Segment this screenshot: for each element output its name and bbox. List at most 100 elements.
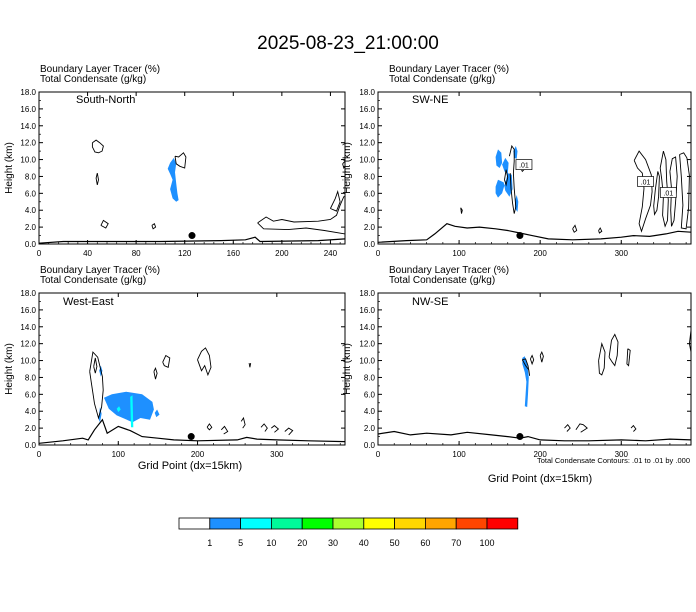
contour-label: .01 xyxy=(641,180,651,187)
x-tick-label: 100 xyxy=(452,249,466,258)
colorbar-cell xyxy=(363,517,395,530)
colorbar-cell xyxy=(301,517,334,530)
condensate-contour xyxy=(260,423,268,432)
y-tick-label: 16.0 xyxy=(20,306,36,315)
y-tick-label: 6.0 xyxy=(364,390,376,399)
location-marker xyxy=(188,232,196,240)
x-tick-label: 0 xyxy=(37,249,42,258)
x-tick-label: 200 xyxy=(533,249,547,258)
colorbar-cell xyxy=(486,517,519,530)
condensate-contour xyxy=(529,354,535,366)
panel-header-line2: Total Condensate (g/kg) xyxy=(40,74,146,85)
y-tick-label: 2.0 xyxy=(364,223,376,232)
y-tick-label: 8.0 xyxy=(364,172,376,181)
x-tick-label: 0 xyxy=(37,450,42,459)
y-axis-label: Height (km) xyxy=(4,343,15,395)
colorbar-label: 60 xyxy=(420,538,430,548)
condensate-contour xyxy=(153,366,158,380)
condensate-contour xyxy=(630,424,637,432)
tracer-fill-region xyxy=(154,409,160,418)
plot-area: .01 .01 .01 0 100 200 300 0.0 2.0 4.0 6.0 8.0 10.0 12… xyxy=(359,88,692,258)
colorbar-cell xyxy=(455,517,488,530)
colorbar-cell xyxy=(394,517,426,530)
y-tick-label: 0.0 xyxy=(25,441,37,450)
condensate-contour xyxy=(284,427,294,436)
colorbar-label: 40 xyxy=(359,538,369,548)
x-tick-label: 80 xyxy=(132,249,141,258)
colorbar-cell xyxy=(424,517,457,530)
y-tick-label: 10.0 xyxy=(359,357,375,366)
y-tick-label: 6.0 xyxy=(25,189,37,198)
condensate-contour xyxy=(342,160,345,170)
x-tick-label: 240 xyxy=(324,249,338,258)
panel-nw-se: Boundary Layer Tracer (%) Total Condensa… xyxy=(342,265,692,485)
x-tick-label: 40 xyxy=(83,249,92,258)
x-tick-label: 120 xyxy=(178,249,192,258)
condensate-contour xyxy=(598,342,606,376)
location-marker xyxy=(516,433,524,441)
y-tick-label: 10.0 xyxy=(20,357,36,366)
condensate-contour xyxy=(151,222,157,230)
condensate-contour xyxy=(572,224,578,233)
condensate-contour xyxy=(329,190,341,212)
section-label: SW-NE xyxy=(412,94,448,106)
section-label: NW-SE xyxy=(412,296,448,308)
y-axis-label: Height (km) xyxy=(342,343,353,395)
contour-label: .01 xyxy=(519,163,529,170)
condensate-contour xyxy=(91,139,104,154)
y-tick-label: 0.0 xyxy=(364,240,376,249)
x-tick-label: 300 xyxy=(270,450,284,459)
terrain-line xyxy=(39,418,345,444)
y-axis-label: Height (km) xyxy=(4,142,15,194)
colorbar-label: 20 xyxy=(297,538,307,548)
y-tick-label: 2.0 xyxy=(25,223,37,232)
x-tick-label: 200 xyxy=(275,249,289,258)
tracer-fill-region-high xyxy=(130,395,134,428)
y-tick-label: 18.0 xyxy=(359,289,375,298)
x-axis-label: Grid Point (dx=15km) xyxy=(488,473,592,485)
y-tick-label: 2.0 xyxy=(25,424,37,433)
y-tick-label: 0.0 xyxy=(25,240,37,249)
contour-label-box xyxy=(515,159,533,170)
tracer-fill-region xyxy=(522,356,529,407)
y-tick-label: 2.0 xyxy=(364,424,376,433)
y-tick-label: 6.0 xyxy=(364,189,376,198)
condensate-contour xyxy=(89,351,104,420)
x-tick-label: 200 xyxy=(533,450,547,459)
figure-title: 2025-08-23_21:00:00 xyxy=(257,33,439,54)
panel-header-line1: Boundary Layer Tracer (%) xyxy=(389,265,509,276)
colorbar-label: 10 xyxy=(266,538,276,548)
y-axis-label: Height (km) xyxy=(342,142,353,194)
colorbar-cell xyxy=(178,517,211,530)
y-tick-label: 10.0 xyxy=(359,156,375,165)
x-tick-label: 100 xyxy=(112,450,126,459)
panel-header-line2: Total Condensate (g/kg) xyxy=(389,74,495,85)
colorbar-label: 5 xyxy=(238,538,243,548)
plot-content xyxy=(39,347,345,444)
plot-frame xyxy=(377,292,692,446)
y-tick-label: 4.0 xyxy=(25,206,37,215)
y-tick-label: 18.0 xyxy=(20,289,36,298)
plot-area: 0 100 200 300 0.0 2.0 4.0 6.0 8.0 10.0 12.0 14.0 16.… xyxy=(20,289,346,459)
y-tick-label: 14.0 xyxy=(359,122,375,131)
x-axis-label: Grid Point (dx=15km) xyxy=(138,460,242,472)
condensate-contour xyxy=(240,416,246,429)
contour-label: .01 xyxy=(663,190,673,197)
plot-content xyxy=(378,330,691,442)
condensate-contour xyxy=(688,330,691,353)
condensate-contour xyxy=(248,363,252,368)
panel-header-line2: Total Condensate (g/kg) xyxy=(40,275,146,286)
contour-label-box xyxy=(637,176,654,187)
terrain-line xyxy=(378,430,691,442)
section-label: South-North xyxy=(76,94,135,106)
y-tick-label: 12.0 xyxy=(359,340,375,349)
panel-sw-ne: Boundary Layer Tracer (%) Total Condensa… xyxy=(342,64,692,258)
plot-area: 0 100 200 300 0.0 2.0 4.0 6.0 8.0 10.0 12.0 14.0 16.… xyxy=(359,289,692,459)
y-tick-label: 14.0 xyxy=(20,122,36,131)
colorbar-label: 100 xyxy=(479,538,494,548)
tracer-fill-region xyxy=(502,157,509,175)
footnote: Total Condensate Contours: .01 to .01 by… xyxy=(537,456,690,465)
terrain-line xyxy=(378,223,691,243)
y-tick-label: 4.0 xyxy=(364,206,376,215)
